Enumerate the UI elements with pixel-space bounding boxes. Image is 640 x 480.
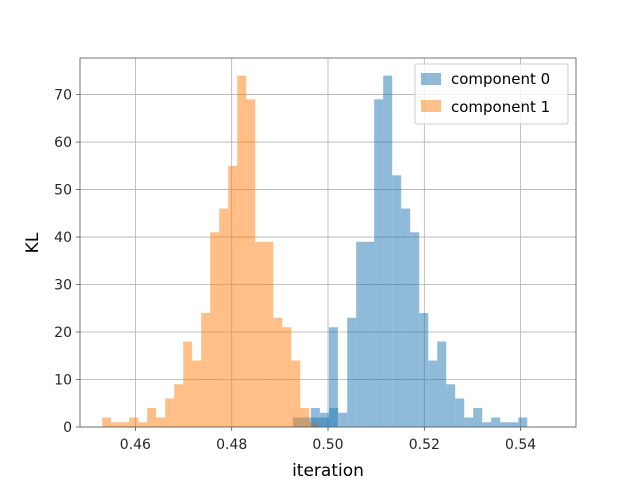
- y-tick-label: 70: [54, 88, 72, 104]
- histogram-bar: [347, 317, 357, 427]
- histogram-bar: [264, 241, 274, 427]
- x-tick-label: 0.48: [216, 437, 247, 453]
- histogram-bar: [174, 384, 184, 427]
- histogram-bar: [192, 360, 202, 427]
- histogram-bar: [201, 313, 211, 427]
- y-tick-label: 40: [54, 230, 72, 246]
- histogram-bar: [300, 408, 310, 427]
- histogram-bar: [473, 408, 483, 427]
- histogram-bar: [509, 422, 519, 427]
- y-tick-label: 10: [54, 373, 72, 389]
- histogram-bar: [500, 422, 510, 427]
- legend-swatch-0: [421, 73, 441, 85]
- y-axis-label: KL: [23, 232, 43, 253]
- histogram-bar: [282, 327, 292, 427]
- histogram-bar: [255, 241, 265, 427]
- histogram-bar: [291, 360, 301, 427]
- histogram-bar: [383, 75, 393, 428]
- histogram-bar: [374, 99, 384, 428]
- histogram-bar: [428, 360, 438, 427]
- x-axis-label: iteration: [292, 461, 364, 480]
- histogram-bar: [147, 408, 157, 427]
- histogram-bar: [482, 422, 492, 427]
- histogram-bar: [419, 313, 429, 427]
- histogram-bar: [356, 241, 366, 427]
- histogram-bar: [329, 408, 339, 427]
- y-tick-label: 0: [63, 420, 72, 436]
- histogram-bar: [129, 417, 139, 427]
- histogram-bar: [210, 232, 220, 427]
- legend-label-0: component 0: [451, 70, 550, 88]
- histogram-bar: [273, 317, 283, 427]
- histogram-bar: [455, 398, 465, 427]
- histogram-bar: [392, 175, 402, 427]
- bars: [102, 75, 528, 428]
- histogram-bar: [156, 417, 166, 427]
- histogram-bar: [102, 417, 112, 427]
- histogram-bar: [401, 208, 411, 427]
- x-tick-label: 0.52: [409, 437, 440, 453]
- histogram-bar: [219, 208, 229, 427]
- histogram-bar: [365, 241, 375, 427]
- histogram-bar: [237, 75, 247, 428]
- histogram-bar: [165, 398, 175, 427]
- x-tick-label: 0.50: [312, 437, 343, 453]
- y-tick-label: 50: [54, 183, 72, 199]
- histogram-bar: [491, 417, 501, 427]
- y-ticks: 0 10 20 30 40 50 60 70: [54, 88, 80, 436]
- histogram-bar: [311, 417, 321, 427]
- y-tick-label: 60: [54, 135, 72, 151]
- y-tick-label: 20: [54, 325, 72, 341]
- histogram-bar: [138, 422, 148, 427]
- histogram-bar: [111, 422, 121, 427]
- histogram-bar: [120, 422, 130, 427]
- x-tick-label: 0.54: [505, 437, 536, 453]
- x-tick-label: 0.46: [120, 437, 151, 453]
- histogram-bar: [320, 417, 330, 427]
- x-ticks: 0.46 0.48 0.50 0.52 0.54: [120, 427, 536, 453]
- histogram-bar: [518, 417, 528, 427]
- histogram-bar: [183, 341, 193, 427]
- histogram-bar: [464, 417, 474, 427]
- histogram-bar: [328, 327, 338, 427]
- legend: component 0 component 1: [414, 63, 569, 125]
- histogram-bar: [338, 412, 348, 427]
- legend-swatch-1: [421, 100, 441, 112]
- histogram-bar: [437, 341, 447, 427]
- histogram-bar: [246, 99, 256, 428]
- y-tick-label: 30: [54, 278, 72, 294]
- legend-box: [414, 63, 569, 125]
- histogram-bar: [410, 232, 420, 427]
- histogram-bar: [228, 165, 238, 427]
- legend-label-1: component 1: [451, 98, 550, 116]
- histogram-bar: [446, 384, 456, 427]
